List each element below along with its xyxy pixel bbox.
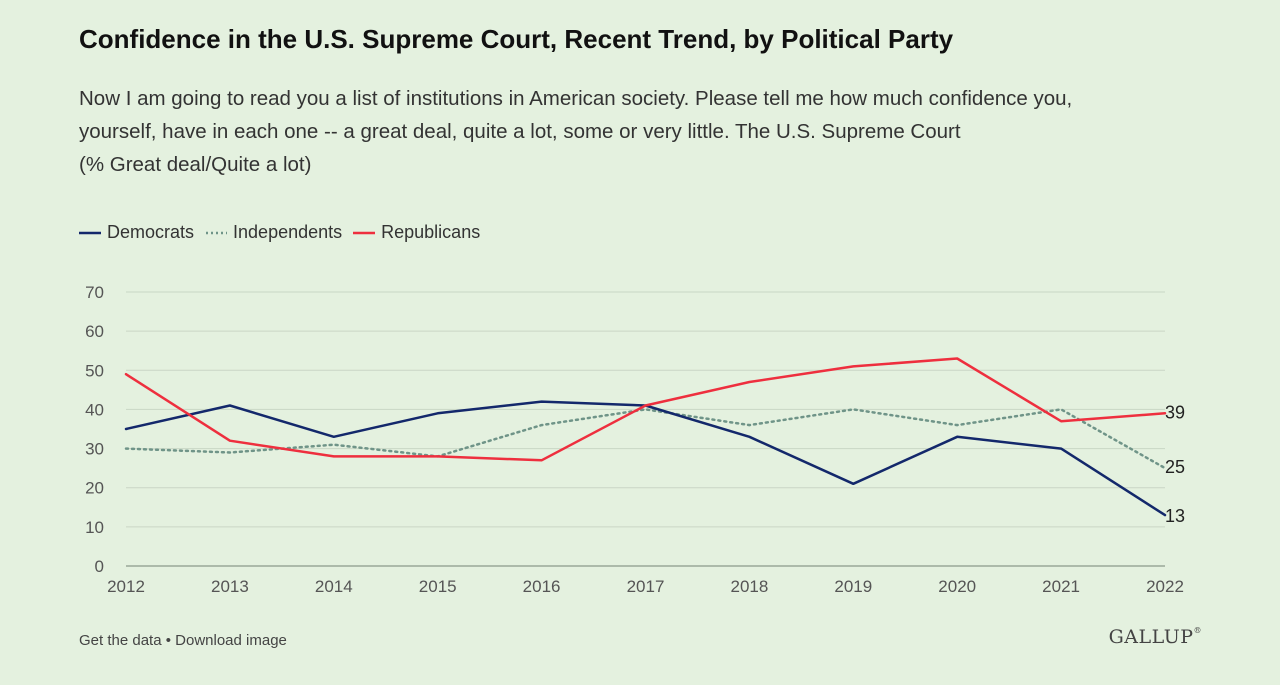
chart-title: Confidence in the U.S. Supreme Court, Re… [79, 24, 954, 54]
legend-label-democrats: Democrats [107, 222, 195, 242]
end-label-democrats: 13 [1165, 506, 1185, 526]
y-tick-label: 30 [85, 440, 104, 459]
x-tick-label: 2019 [834, 577, 872, 596]
download-image-link[interactable]: Download image [175, 632, 287, 649]
y-tick-label: 0 [95, 557, 104, 576]
y-tick-label: 40 [85, 400, 104, 419]
chart-footer: Get the data • Download image [79, 632, 287, 649]
get-data-link[interactable]: Get the data [79, 632, 162, 649]
subtitle-line: Now I am going to read you a list of ins… [79, 87, 1073, 110]
x-tick-label: 2020 [938, 577, 976, 596]
subtitle-line: (% Great deal/Quite a lot) [79, 153, 312, 176]
x-tick-label: 2012 [107, 577, 145, 596]
legend-label-republicans: Republicans [381, 222, 481, 242]
registered-mark: ® [1193, 626, 1202, 635]
chart-subtitle: Now I am going to read you a list of ins… [79, 82, 1219, 181]
chart-legend: Democrats Independents Republicans [79, 222, 491, 243]
end-label-independents: 25 [1165, 457, 1185, 477]
series-line-independents [124, 408, 1167, 470]
subtitle-line: yourself, have in each one -- a great de… [79, 120, 961, 143]
x-tick-label: 2017 [627, 577, 665, 596]
legend-label-independents: Independents [233, 222, 343, 242]
gallup-logo: GALLUP® [1109, 626, 1202, 648]
x-tick-label: 2022 [1146, 577, 1184, 596]
x-tick-label: 2018 [730, 577, 768, 596]
legend-swatch-democrats [79, 231, 101, 234]
y-tick-label: 20 [85, 479, 104, 498]
x-tick-label: 2013 [211, 577, 249, 596]
x-tick-label: 2015 [419, 577, 457, 596]
x-tick-label: 2021 [1042, 577, 1080, 596]
legend-swatch-independents [206, 231, 228, 234]
series-line-democrats [124, 400, 1167, 517]
gallup-wordmark: GALLUP [1108, 626, 1194, 648]
legend-item-independents: Independents [205, 222, 342, 243]
y-tick-label: 70 [85, 283, 104, 302]
legend-item-republicans: Republicans [353, 222, 480, 243]
series-line-republicans [124, 357, 1167, 462]
y-tick-label: 60 [85, 322, 104, 341]
legend-swatch-republicans [353, 231, 376, 234]
x-tick-label: 2016 [523, 577, 561, 596]
legend-item-democrats: Democrats [79, 222, 194, 243]
y-tick-label: 10 [85, 518, 104, 537]
x-tick-label: 2014 [315, 577, 353, 596]
end-label-republicans: 39 [1165, 402, 1185, 422]
y-tick-label: 50 [85, 361, 104, 380]
footer-separator: • [161, 632, 176, 649]
